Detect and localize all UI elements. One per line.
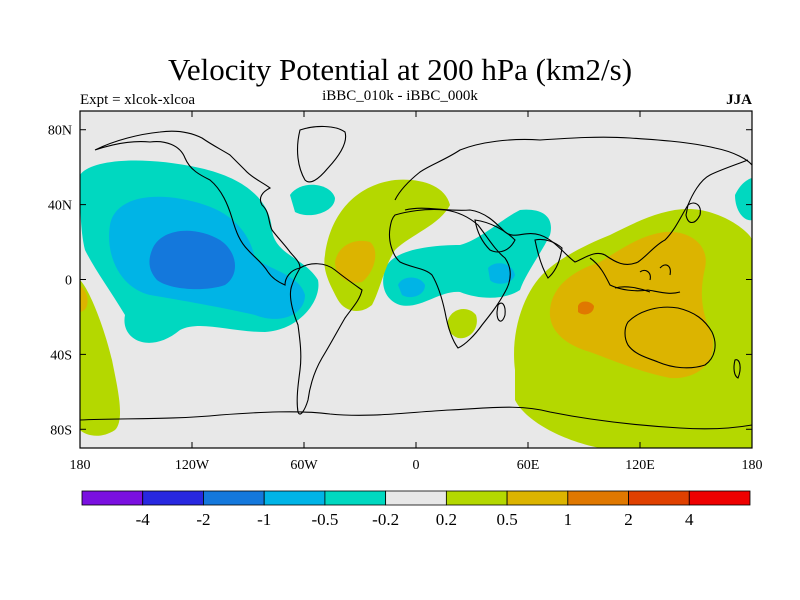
coastline-madagascar — [496, 302, 506, 322]
coastline-japan — [685, 202, 701, 224]
contour-region-pacific-core — [149, 230, 236, 290]
colorbar-swatch — [567, 490, 629, 506]
coastline-se-asia — [589, 257, 681, 294]
coastline-greenland — [296, 125, 347, 183]
coastline-antarctica — [80, 406, 752, 430]
contour-region-africa-mid — [398, 277, 425, 298]
colorbar-swatch — [81, 490, 144, 506]
colorbar-label: 2 — [624, 510, 633, 529]
colorbar-label: -2 — [196, 510, 210, 529]
contour-region-datelline-orange — [80, 285, 88, 312]
coastlines — [80, 125, 752, 430]
colorbar-swatch — [142, 490, 204, 506]
coastline-arabia — [474, 219, 516, 253]
contour-region-safrica-pos — [447, 308, 477, 339]
lon-tick-label: 180 — [742, 458, 763, 473]
contour-region-indopac-orange — [549, 231, 714, 379]
experiment-label: Expt = xlcok-xlcoa — [80, 92, 196, 108]
lon-tick-label: 60E — [517, 458, 540, 473]
case-label: iBBC_010k - iBBC_000k — [322, 88, 478, 104]
colorbar: -4 -2 -1 -0.5 -0.2 0.2 0.5 1 2 4 — [81, 490, 751, 529]
contour-fills — [80, 160, 752, 448]
contour-region-indopac-dark — [578, 301, 594, 315]
longitude-ticks: 180 120W 60W 0 60E 120E 180 — [70, 111, 763, 473]
lat-tick-label: 80N — [48, 124, 72, 139]
colorbar-swatch — [385, 490, 447, 506]
lat-tick-label: 40S — [50, 348, 72, 363]
colorbar-swatch — [506, 490, 569, 506]
colorbar-label: -4 — [136, 510, 151, 529]
plot-title: Velocity Potential at 200 hPa (km2/s) — [167, 52, 633, 87]
coastline-australia — [624, 306, 716, 369]
lat-tick-label: 80S — [50, 423, 72, 438]
colorbar-label: 0.2 — [436, 510, 457, 529]
colorbar-swatch — [263, 490, 326, 506]
season-label: JJA — [726, 92, 752, 108]
contour-region-eafrica-mid — [488, 263, 515, 284]
colorbar-swatch — [628, 490, 690, 506]
colorbar-label: -1 — [257, 510, 271, 529]
contour-region-atlantic-orange — [335, 240, 376, 283]
colorbar-swatch — [324, 490, 387, 506]
coastline-north-america — [94, 130, 301, 286]
colorbar-label: 0.5 — [496, 510, 517, 529]
lon-tick-label: 60W — [290, 458, 318, 473]
lon-tick-label: 120W — [175, 458, 210, 473]
coastline-asia-south — [404, 159, 749, 265]
lon-tick-label: 0 — [413, 458, 420, 473]
contour-region-natl-neg — [290, 184, 335, 216]
colorbar-swatch — [445, 490, 508, 506]
coastline-eurasia — [394, 136, 752, 201]
colorbar-label: 1 — [564, 510, 573, 529]
lat-tick-label: 0 — [65, 274, 72, 289]
colorbar-swatch — [688, 490, 751, 506]
coastline-indonesia — [614, 264, 671, 293]
colorbar-label: -0.2 — [372, 510, 399, 529]
contour-region-southern-pos — [600, 420, 752, 448]
colorbar-label: 4 — [685, 510, 694, 529]
colorbar-label: -0.5 — [311, 510, 338, 529]
contour-region-east-neg — [735, 178, 752, 221]
lat-tick-label: 40N — [48, 199, 72, 214]
lon-tick-label: 180 — [70, 458, 91, 473]
coastline-india — [534, 238, 563, 279]
lon-tick-label: 120E — [625, 458, 655, 473]
contour-region-datelline-pos — [80, 280, 121, 436]
colorbar-swatch — [203, 490, 265, 506]
coastline-south-america — [289, 263, 363, 415]
coastline-new-zealand — [733, 359, 741, 379]
latitude-ticks: 80N 40N 0 40S 80S — [48, 124, 752, 438]
